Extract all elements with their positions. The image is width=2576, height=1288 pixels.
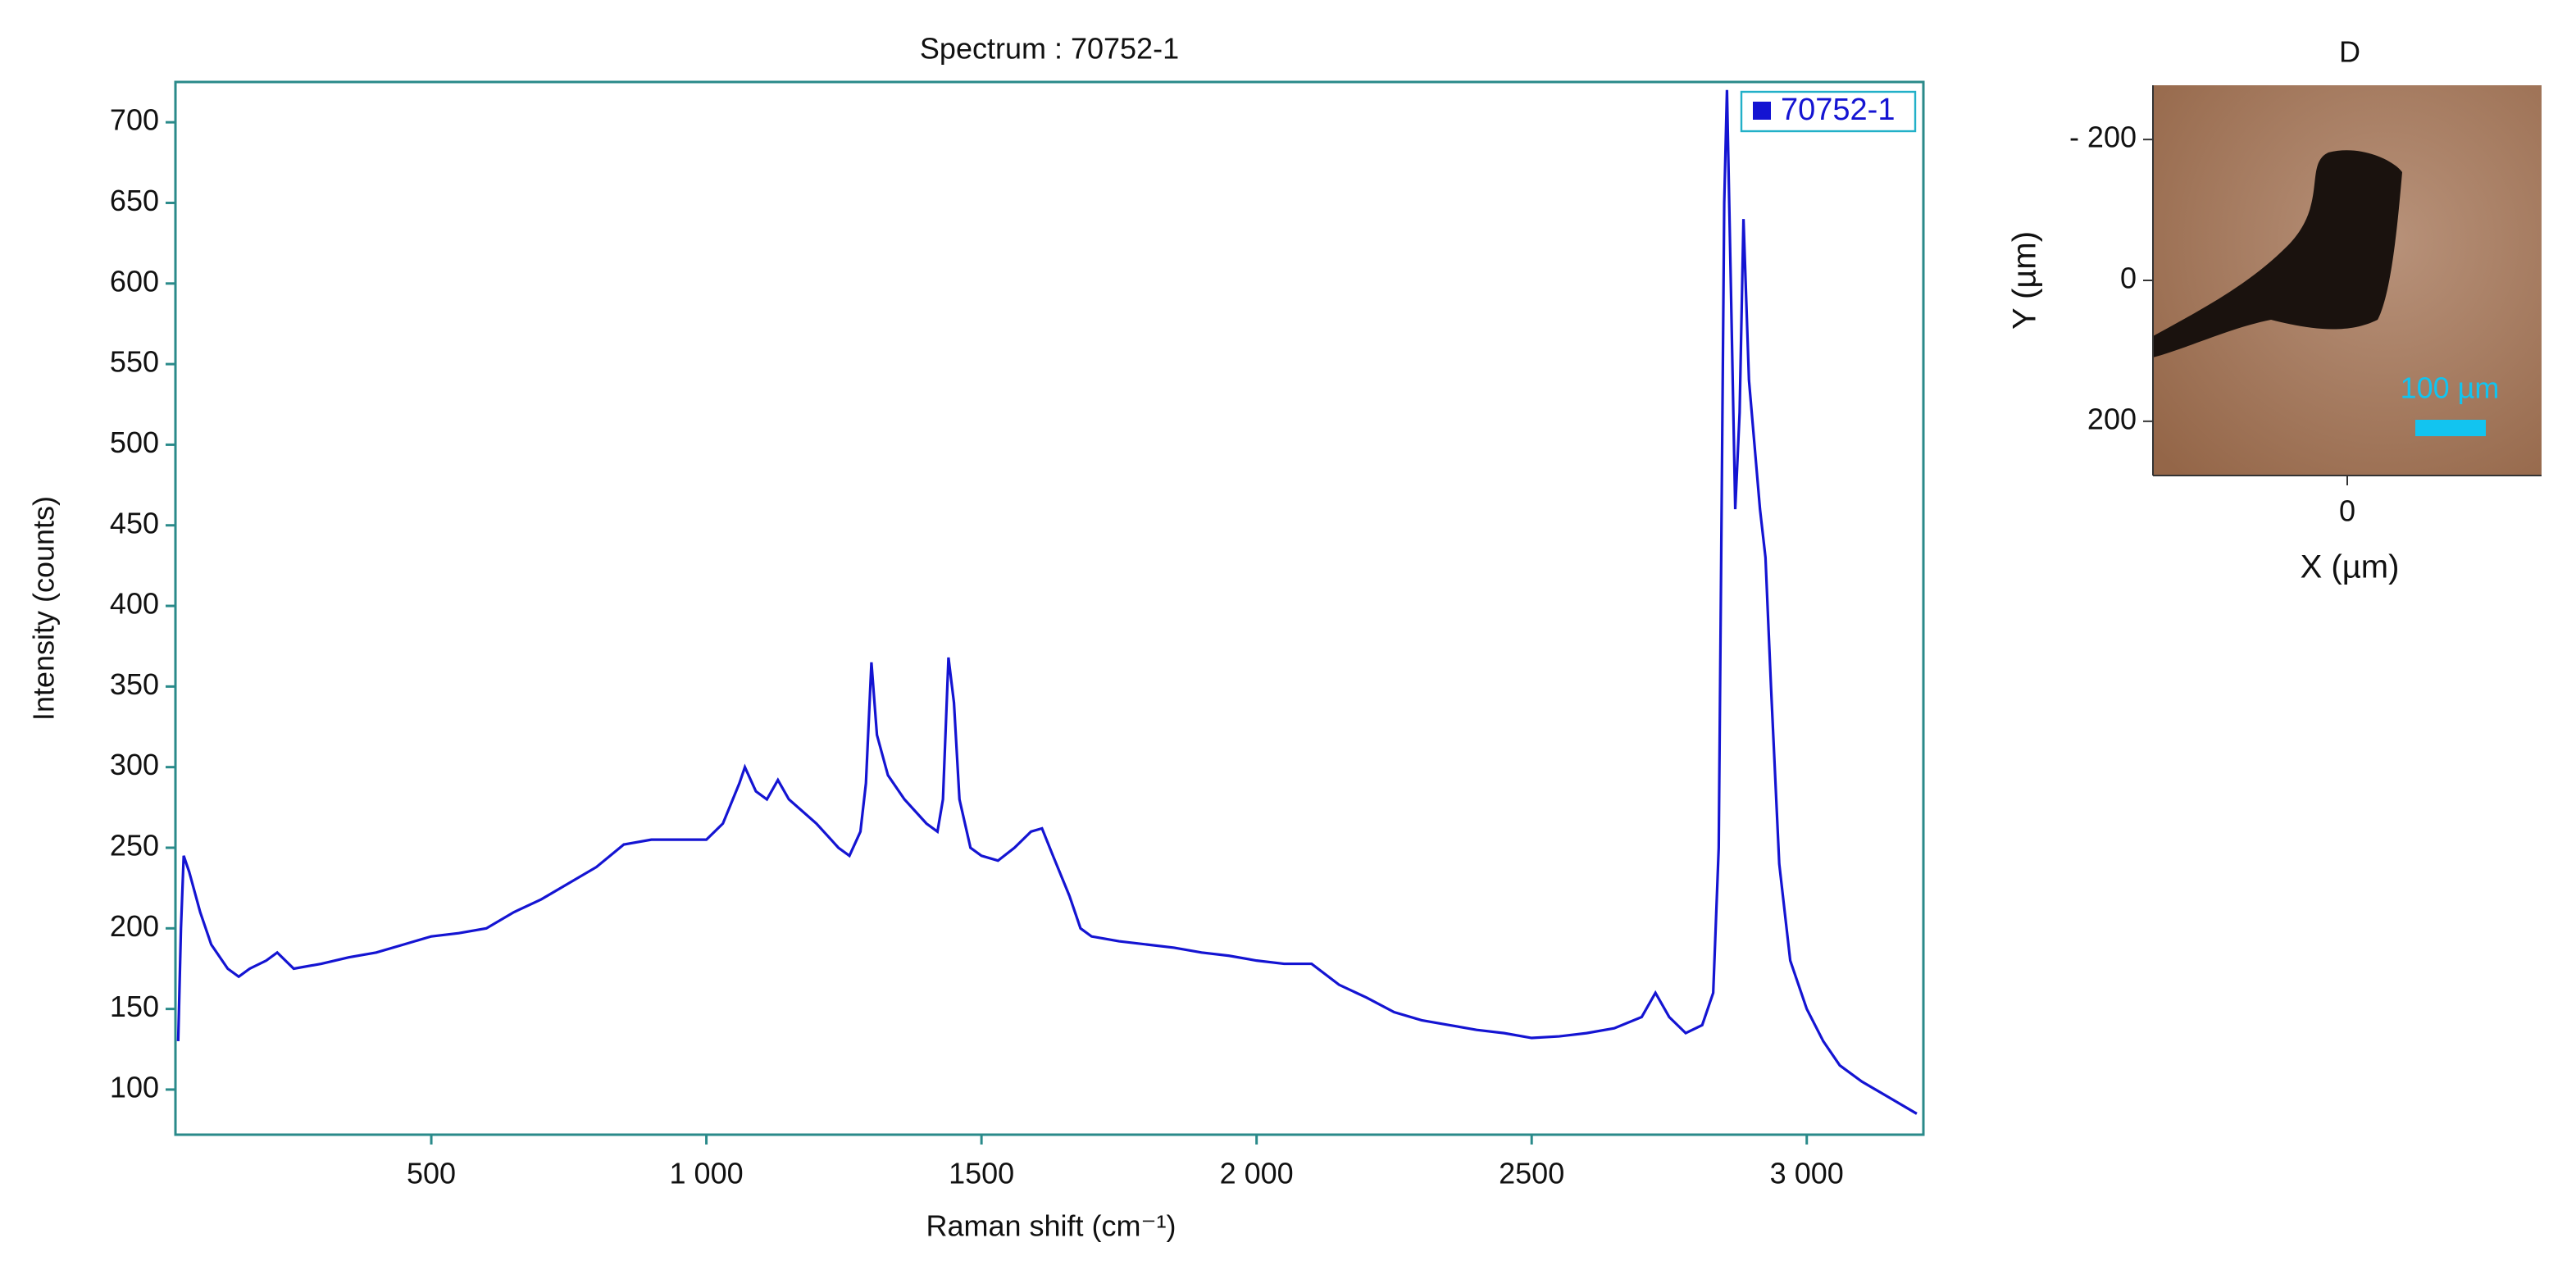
image-title: D [2339, 35, 2360, 69]
y-tick-label: 200 [2087, 402, 2137, 435]
scale-bar-label: 100 µm [2401, 371, 2500, 405]
y-tick-label: 300 [110, 748, 159, 781]
x-tick-label: 2 000 [1220, 1157, 1294, 1190]
y-tick-label: - 200 [2069, 121, 2137, 154]
particle [2153, 150, 2402, 357]
legend-label: 70752-1 [1781, 93, 1895, 127]
image-panel: 100 µm D X (µm) Y (µm) - 200 0 200 0 [2007, 35, 2542, 585]
y-tick-label: 0 [2120, 262, 2137, 295]
y-tick-label: 250 [110, 829, 159, 862]
y-tick-label: 350 [110, 667, 159, 701]
y-tick-label: 200 [110, 909, 159, 943]
x-tick-label: 3 000 [1770, 1157, 1844, 1190]
y-tick-label: 650 [110, 184, 159, 217]
x-tick-label: 2500 [1499, 1157, 1564, 1190]
x-tick-label: 0 [2339, 494, 2355, 528]
y-tick-label: 150 [110, 990, 159, 1023]
x-tick-label: 1 000 [670, 1157, 744, 1190]
y-tick-label: 400 [110, 587, 159, 621]
y-tick-label: 450 [110, 506, 159, 539]
x-axis-label: X (µm) [2301, 549, 2400, 585]
scale-bar [2415, 420, 2486, 436]
y-axis-label: Y (µm) [2007, 231, 2043, 330]
x-tick-label: 1500 [949, 1157, 1014, 1190]
legend-swatch [1753, 102, 1771, 120]
plot-frame [174, 80, 1925, 1136]
y-axis-label: Intensity (counts) [27, 496, 61, 721]
y-tick-label: 500 [110, 426, 159, 459]
x-tick-label: 500 [407, 1157, 456, 1190]
y-tick-label: 600 [110, 264, 159, 298]
x-axis-label: Raman shift (cm⁻¹) [926, 1209, 1176, 1243]
spectrum-line [176, 89, 1918, 1115]
y-tick-label: 700 [110, 103, 159, 137]
legend: 70752-1 [1740, 90, 1917, 133]
chart-title: Spectrum : 70752-1 [920, 32, 1179, 66]
y-tick-label: 550 [110, 345, 159, 379]
y-tick-label: 100 [110, 1070, 159, 1104]
